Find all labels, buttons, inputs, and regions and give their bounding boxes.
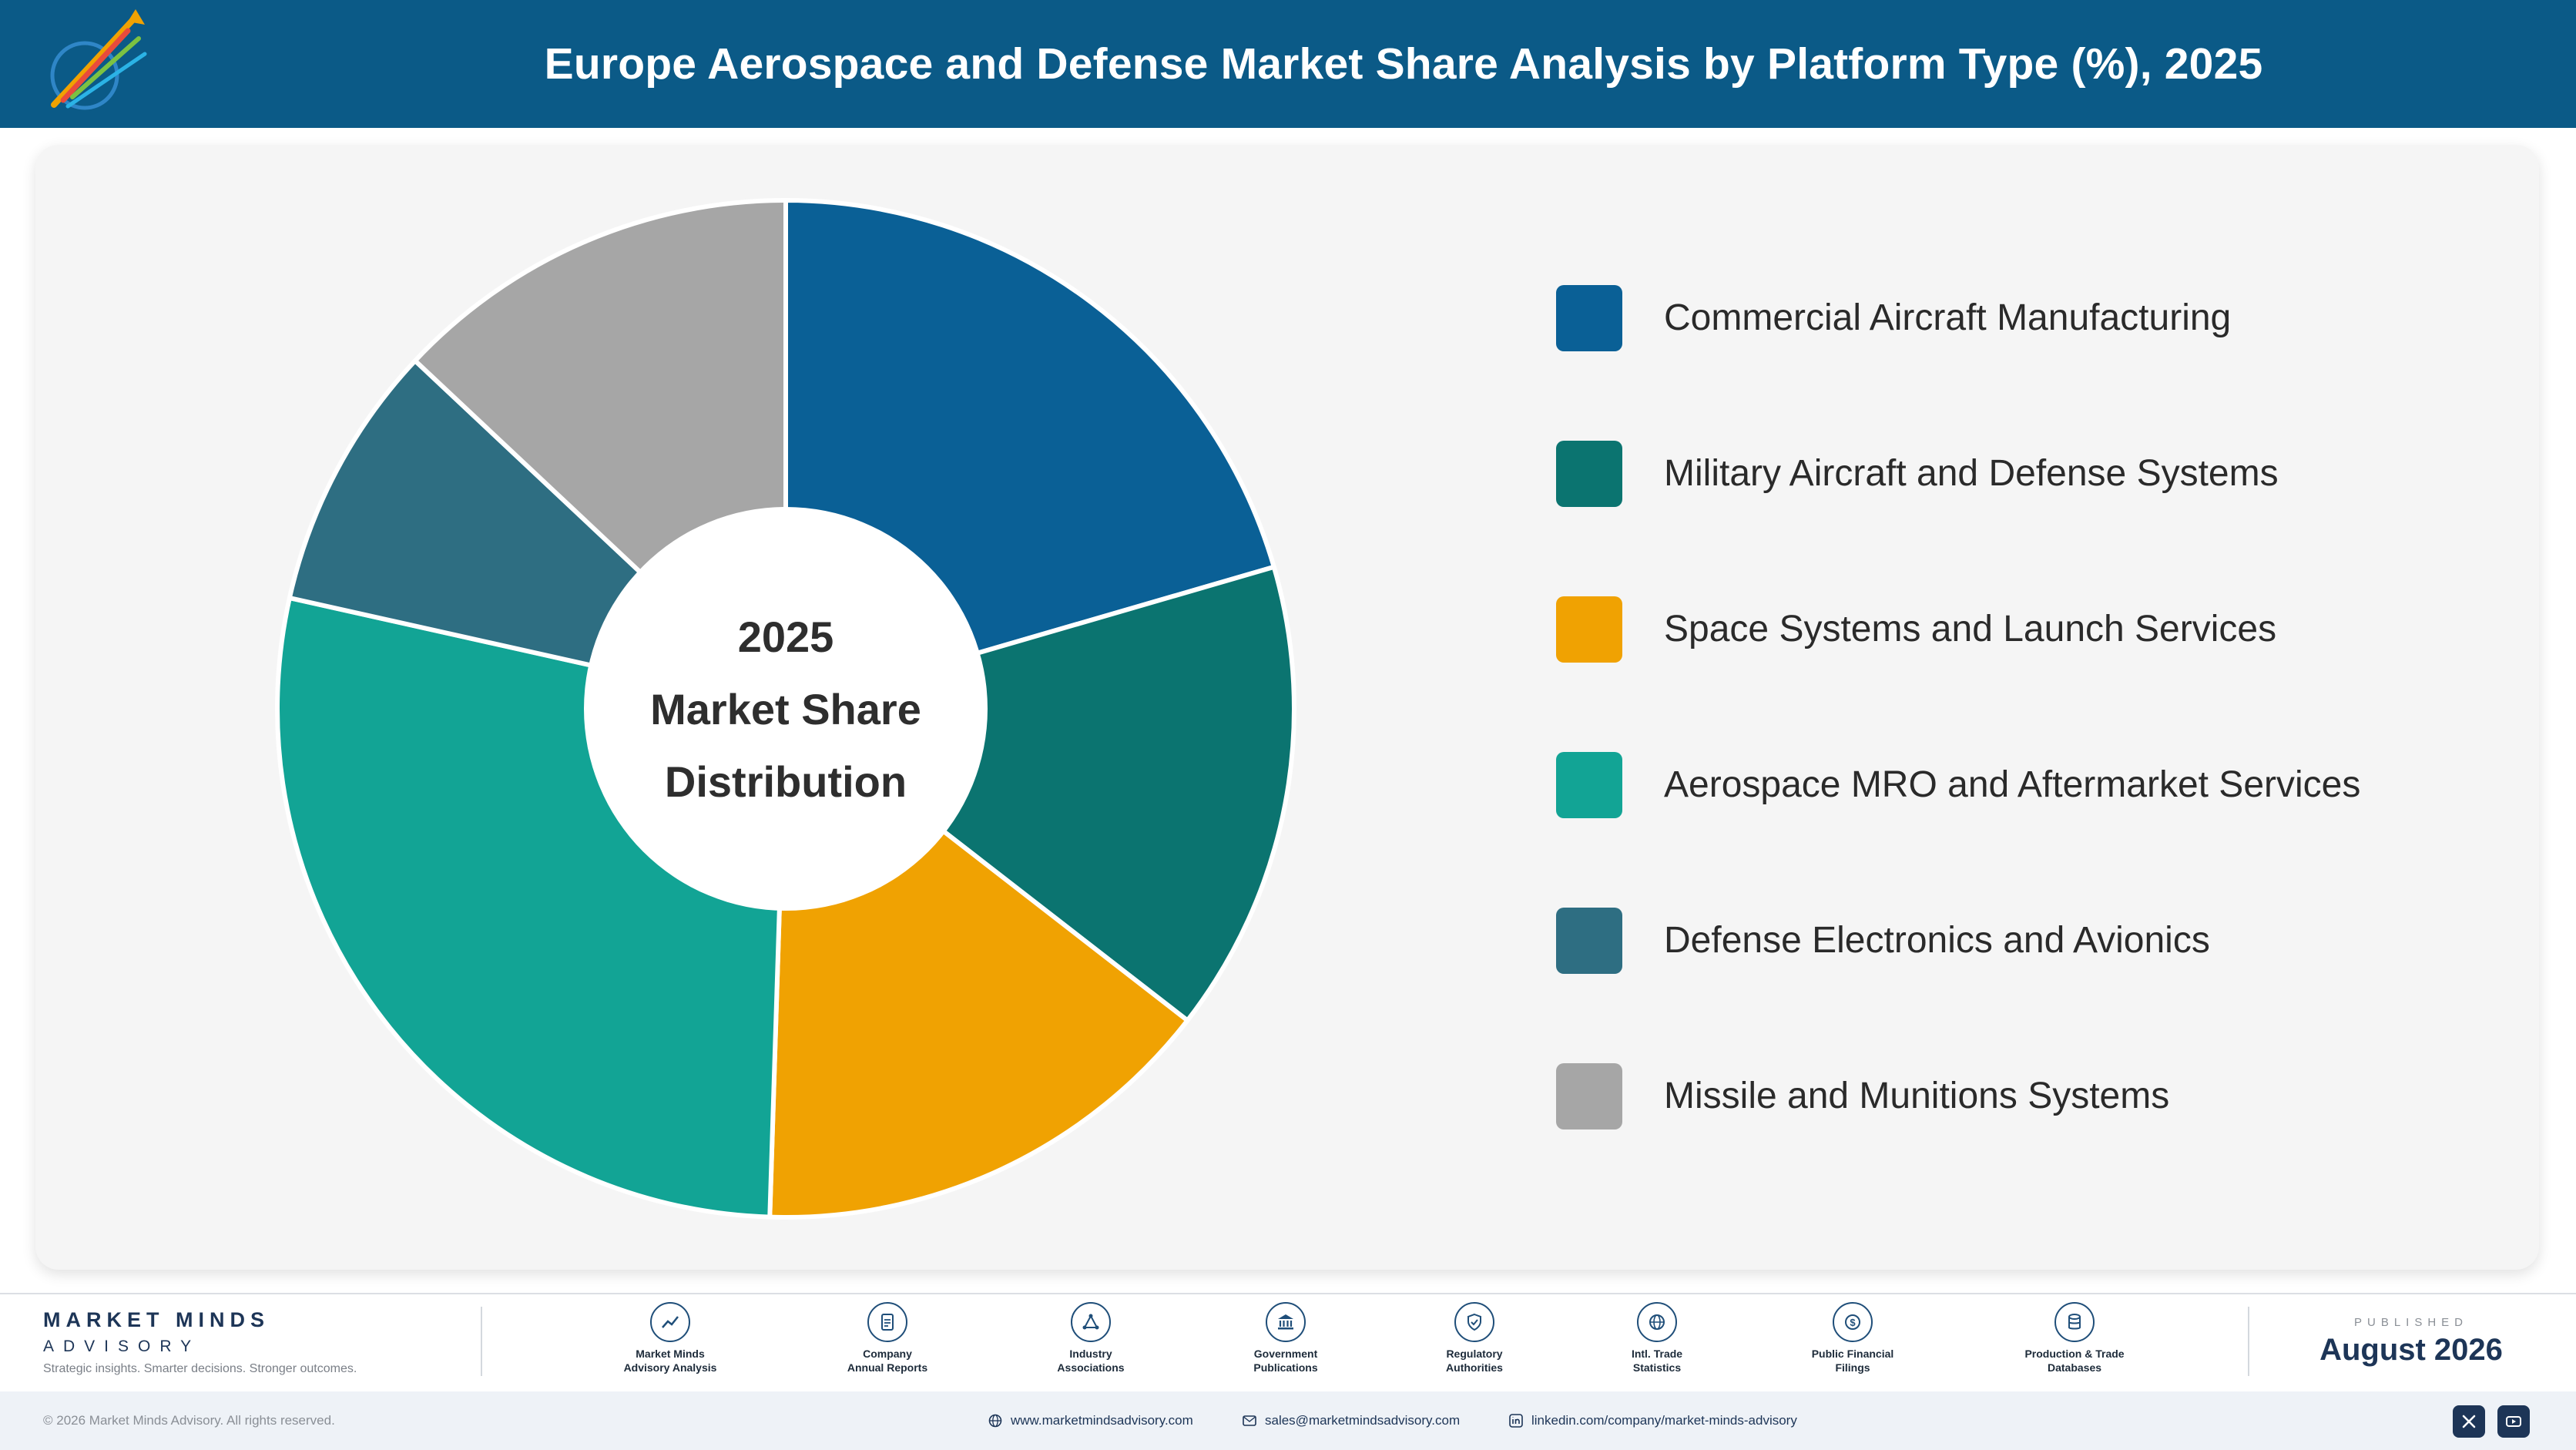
- chart-legend: Commercial Aircraft Manufacturing Milita…: [1556, 285, 2511, 1219]
- footer: MARKET MINDS ADVISORY Strategic insights…: [0, 1294, 2576, 1390]
- legend-swatch: [1556, 908, 1622, 974]
- center-label-line3: Distribution: [664, 757, 907, 806]
- center-label-year: 2025: [737, 613, 834, 661]
- source-financial-filings: $ Public Financial Filings: [1768, 1302, 1937, 1374]
- source-label: Company: [863, 1348, 912, 1360]
- source-industry-associations: Industry Associations: [1006, 1302, 1176, 1374]
- footer-divider-right: [2248, 1307, 2249, 1376]
- source-label: Production & Trade: [2024, 1348, 2125, 1360]
- linkedin-link[interactable]: linkedin.com/company/market-minds-adviso…: [1508, 1391, 1797, 1450]
- globe-icon: [1637, 1302, 1677, 1342]
- source-label: Public Financial: [1811, 1348, 1894, 1360]
- legend-label: Defense Electronics and Avionics: [1664, 920, 2210, 961]
- published-date: August 2026: [2319, 1333, 2503, 1367]
- document-icon: [867, 1302, 907, 1342]
- donut-hole: [584, 507, 988, 911]
- legend-swatch: [1556, 441, 1622, 507]
- source-label: Filings: [1835, 1361, 1870, 1374]
- legend-swatch: [1556, 596, 1622, 663]
- mail-icon: [1243, 1415, 1256, 1426]
- youtube-social-button[interactable]: [2497, 1405, 2530, 1438]
- source-label: Government: [1253, 1348, 1318, 1360]
- footer-divider-left: [481, 1307, 482, 1376]
- source-market-minds: Market Minds Advisory Analysis: [585, 1302, 755, 1374]
- source-label: Statistics: [1632, 1361, 1682, 1374]
- svg-text:$: $: [1850, 1317, 1856, 1328]
- source-label: Databases: [2047, 1361, 2102, 1374]
- legend-label: Missile and Munitions Systems: [1664, 1076, 2170, 1116]
- source-label: Authorities: [1446, 1361, 1503, 1374]
- legend-item: Military Aircraft and Defense Systems: [1556, 441, 2511, 596]
- header-bar: Europe Aerospace and Defense Market Shar…: [0, 0, 2576, 128]
- source-label: Publications: [1253, 1361, 1318, 1374]
- center-label-line2: Market Share: [650, 685, 921, 733]
- bank-icon: [1266, 1302, 1306, 1342]
- website-text: www.marketmindsadvisory.com: [1011, 1413, 1193, 1428]
- legend-swatch: [1556, 285, 1622, 351]
- linkedin-text: linkedin.com/company/market-minds-adviso…: [1531, 1413, 1797, 1428]
- page-title: Europe Aerospace and Defense Market Shar…: [544, 39, 2263, 89]
- legend-item: Defense Electronics and Avionics: [1556, 908, 2511, 1063]
- legend-swatch: [1556, 1063, 1622, 1129]
- legend-item: Commercial Aircraft Manufacturing: [1556, 285, 2511, 441]
- source-label: Annual Reports: [847, 1361, 928, 1374]
- source-annual-reports: Company Annual Reports: [803, 1302, 972, 1374]
- center-label: 2025 Market Share Distribution: [593, 601, 978, 818]
- source-label: Intl. Trade: [1631, 1348, 1683, 1360]
- network-icon: [1071, 1302, 1111, 1342]
- website-link[interactable]: www.marketmindsadvisory.com: [988, 1391, 1193, 1450]
- coin-icon: $: [1833, 1302, 1873, 1342]
- legend-item: Space Systems and Launch Services: [1556, 596, 2511, 752]
- youtube-icon: [2506, 1416, 2521, 1427]
- source-label: Associations: [1057, 1361, 1125, 1374]
- database-icon: [2054, 1302, 2095, 1342]
- legend-item: Missile and Munitions Systems: [1556, 1063, 2511, 1219]
- brand-name: MARKET MINDS: [43, 1308, 270, 1331]
- published-label: PUBLISHED: [2353, 1316, 2469, 1329]
- source-label: Regulatory: [1446, 1348, 1503, 1360]
- legend-label: Aerospace MRO and Aftermarket Services: [1664, 764, 2361, 805]
- source-trade-statistics: Intl. Trade Statistics: [1572, 1302, 1742, 1374]
- copyright-text: © 2026 Market Minds Advisory. All rights…: [43, 1413, 335, 1428]
- brand-subtitle: ADVISORY: [43, 1338, 201, 1355]
- brand-tagline: Strategic insights. Smarter decisions. S…: [43, 1362, 357, 1375]
- chart-line-icon: [650, 1302, 690, 1342]
- source-regulatory-authorities: Regulatory Authorities: [1390, 1302, 1559, 1374]
- legend-item: Aerospace MRO and Aftermarket Services: [1556, 752, 2511, 908]
- email-link[interactable]: sales@marketmindsadvisory.com: [1242, 1391, 1460, 1450]
- source-label: Market Minds: [636, 1348, 705, 1360]
- source-label: Advisory Analysis: [623, 1361, 717, 1374]
- legend-label: Commercial Aircraft Manufacturing: [1664, 297, 2232, 338]
- source-label: Industry: [1069, 1348, 1112, 1360]
- shield-icon: [1454, 1302, 1494, 1342]
- legend-swatch: [1556, 752, 1622, 818]
- globe-icon: [988, 1414, 1002, 1428]
- email-text: sales@marketmindsadvisory.com: [1265, 1413, 1461, 1428]
- source-government-publications: Government Publications: [1201, 1302, 1370, 1374]
- legend-label: Military Aircraft and Defense Systems: [1664, 453, 2279, 494]
- footer-divider: [0, 1293, 2576, 1294]
- bottom-bar: © 2026 Market Minds Advisory. All rights…: [0, 1391, 2576, 1450]
- company-logo: [50, 9, 147, 110]
- linkedin-icon: [1509, 1414, 1523, 1428]
- x-icon: [2462, 1415, 2476, 1428]
- legend-label: Space Systems and Launch Services: [1664, 609, 2277, 649]
- x-social-button[interactable]: [2453, 1405, 2485, 1438]
- source-trade-databases: Production & Trade Databases: [1990, 1302, 2159, 1374]
